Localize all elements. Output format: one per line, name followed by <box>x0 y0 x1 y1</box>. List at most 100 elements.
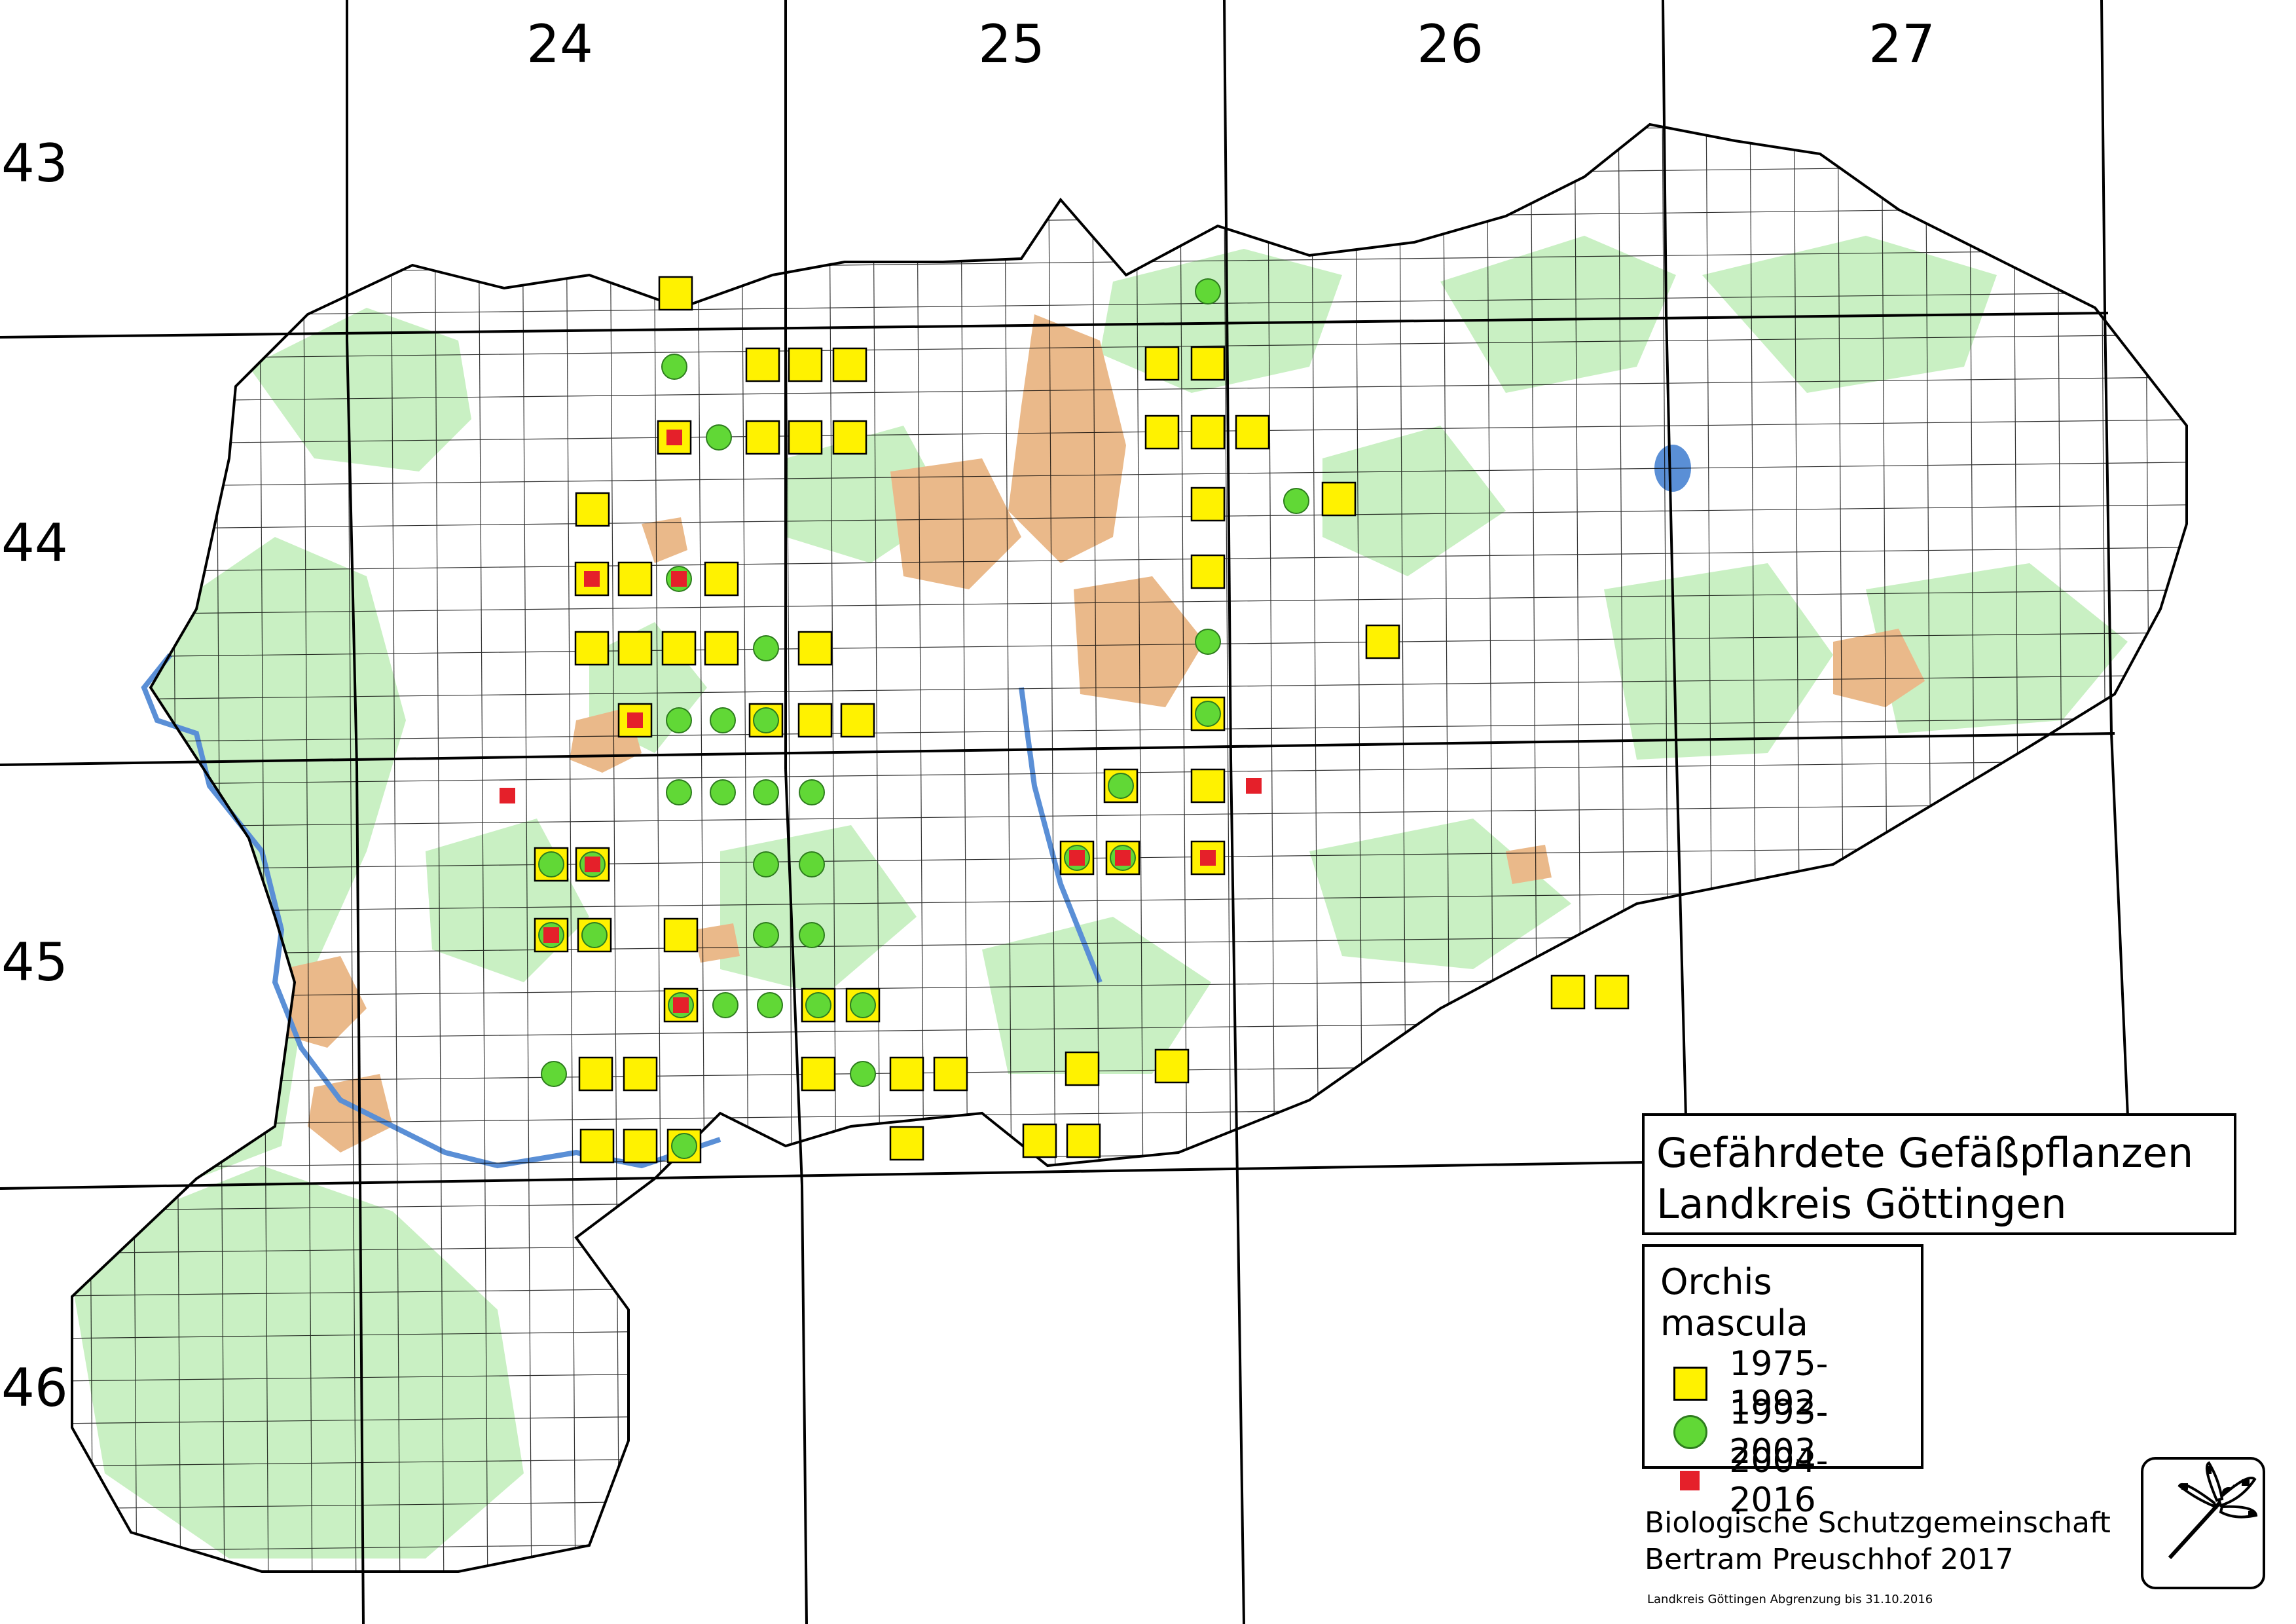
occurrence-cell <box>753 851 779 877</box>
occurrence-cell <box>1066 1123 1101 1158</box>
map-title: Gefährdete Gefäßpflanzen <box>1656 1129 2194 1177</box>
record-1975-1992-square <box>840 703 875 738</box>
occurrence-cell <box>1103 768 1139 803</box>
occurrence-cell <box>710 707 736 733</box>
occurrence-cell <box>623 1128 658 1164</box>
occurrence-cell <box>577 917 612 953</box>
occurrence-cell <box>832 347 867 382</box>
record-1975-1992-square <box>623 1056 658 1092</box>
record-1993-2003-circle <box>1195 278 1221 304</box>
record-1975-1992-square <box>579 1128 615 1164</box>
occurrence-cell <box>1594 974 1630 1010</box>
record-1993-2003-circle <box>661 354 687 380</box>
occurrence-cell <box>1190 768 1226 803</box>
occurrence-cell <box>617 631 653 666</box>
occurrence-cell <box>578 1056 613 1092</box>
occurrence-cell <box>748 703 784 738</box>
occurrence-cell <box>661 354 687 380</box>
grid-row-label-46: 46 <box>1 1357 68 1418</box>
map-title-box: Gefährdete Gefäßpflanzen Landkreis Götti… <box>1642 1113 2236 1235</box>
occurrence-cell <box>704 561 739 597</box>
record-1975-1992-square <box>1065 1051 1100 1086</box>
legend-item-1975-1992: 1975-1992 <box>1660 1344 1905 1423</box>
occurrence-cell <box>799 922 825 948</box>
red-square-icon <box>1680 1471 1700 1490</box>
occurrence-cell <box>1144 415 1180 450</box>
credit: Biologische Schutzgemeinschaft Bertram P… <box>1645 1505 2111 1578</box>
record-2004-2016-square <box>1069 850 1085 866</box>
occurrence-cell <box>666 779 692 805</box>
record-1975-1992-square <box>574 631 610 666</box>
occurrence-cell <box>658 276 693 311</box>
grid-column-label-24: 24 <box>526 14 593 75</box>
record-1975-1992-square <box>745 347 780 382</box>
record-1975-1992-square <box>832 347 867 382</box>
occurrence-cell <box>575 847 610 882</box>
record-2004-2016-square <box>627 712 643 728</box>
grid-column-label-26: 26 <box>1417 14 1484 75</box>
record-1993-2003-circle <box>799 922 825 948</box>
record-1975-1992-square <box>889 1056 924 1092</box>
record-1993-2003-circle <box>666 707 692 733</box>
boundary-note: Landkreis Göttingen Abgrenzung bis 31.10… <box>1647 1593 1933 1606</box>
occurrence-cell <box>845 987 881 1023</box>
occurrence-cell <box>663 917 699 953</box>
yellow-square-icon <box>1673 1367 1707 1401</box>
occurrence-markers <box>500 276 1630 1164</box>
occurrence-cell <box>1190 346 1226 381</box>
occurrence-cell <box>1246 778 1262 794</box>
record-1975-1992-square <box>745 420 780 455</box>
record-1975-1992-square <box>1550 974 1586 1010</box>
major-grid <box>0 0 2129 1624</box>
record-1975-1992-square <box>1144 415 1180 450</box>
occurrence-cell <box>1235 415 1270 450</box>
occurrence-cell <box>1190 840 1226 876</box>
occurrence-cell <box>753 922 779 948</box>
occurrence-cell <box>1195 278 1221 304</box>
occurrence-cell <box>661 631 697 666</box>
record-1975-1992-square <box>1022 1123 1057 1158</box>
occurrence-cell <box>797 703 833 738</box>
occurrence-cell <box>832 420 867 455</box>
occurrence-cell <box>1144 346 1180 381</box>
record-1975-1992-square <box>1365 624 1400 659</box>
record-1975-1992-square <box>788 420 823 455</box>
record-2004-2016-square <box>671 571 687 587</box>
occurrence-cell <box>889 1056 924 1092</box>
occurrence-cell <box>666 566 692 592</box>
record-1993-2003-circle <box>850 1061 876 1087</box>
record-2004-2016-square <box>1115 850 1131 866</box>
occurrence-cell <box>704 631 739 666</box>
occurrence-cell <box>666 707 692 733</box>
record-1993-2003-circle <box>1108 773 1134 799</box>
grid-row-label-45: 45 <box>1 932 68 993</box>
occurrence-cell <box>797 631 833 666</box>
occurrence-cell <box>657 420 692 455</box>
occurrence-cell <box>663 987 699 1023</box>
record-2004-2016-square <box>1200 850 1216 866</box>
occurrence-cell <box>534 847 569 882</box>
record-1975-1992-square <box>801 1056 836 1092</box>
record-1975-1992-square <box>1190 554 1226 589</box>
occurrence-cell <box>1550 974 1586 1010</box>
credit-organization: Biologische Schutzgemeinschaft <box>1645 1506 2111 1540</box>
record-2004-2016-square <box>543 927 559 943</box>
record-1975-1992-square <box>832 420 867 455</box>
record-2004-2016-square <box>585 857 600 872</box>
record-1993-2003-circle <box>753 922 779 948</box>
record-1975-1992-square <box>1190 346 1226 381</box>
occurrence-cell <box>575 492 610 527</box>
occurrence-cell <box>801 1056 836 1092</box>
occurrence-cell <box>1154 1048 1190 1084</box>
occurrence-cell <box>500 788 515 803</box>
record-1975-1992-square <box>575 492 610 527</box>
occurrence-cell <box>745 347 780 382</box>
dragonfly-icon <box>2141 1457 2265 1589</box>
occurrence-cell <box>1022 1123 1057 1158</box>
record-1975-1992-square <box>1321 481 1357 517</box>
occurrence-cell <box>1321 481 1357 517</box>
district-boundary <box>71 122 2188 1573</box>
occurrence-cell <box>840 703 875 738</box>
occurrence-cell <box>706 424 732 451</box>
occurrence-cell <box>617 703 653 738</box>
